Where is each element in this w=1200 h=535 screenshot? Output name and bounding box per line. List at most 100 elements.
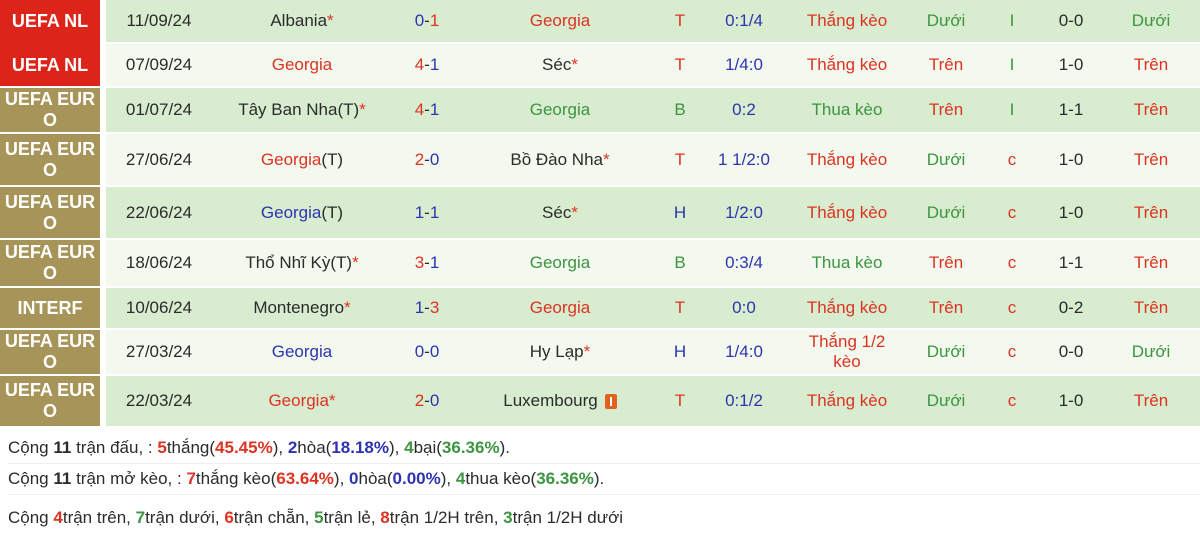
league-cell: UEFA EURO: [0, 376, 100, 428]
match-row: UEFA NL 11/09/24 Albania * 0-1 Georgia T 0:1/4 T…: [0, 0, 1200, 44]
match-table: UEFA NL 11/09/24 Albania * 0-1 Georgia T 0:1/4 T…: [0, 0, 1200, 428]
ou2-result-cell: Trên: [1102, 88, 1200, 134]
home-team-cell: Georgia (T): [212, 187, 392, 240]
flag-cell: c: [984, 187, 1040, 240]
h2h-score-cell: 1-0: [1040, 44, 1102, 88]
match-row: UEFA NL 07/09/24 Georgia 4-1 Séc * T 1/4:0 Thắng…: [0, 44, 1200, 88]
bet-result-cell: Thua kèo: [786, 240, 908, 288]
handicap-side-cell: B: [658, 240, 702, 288]
h2h-score-cell: 1-0: [1040, 376, 1102, 428]
ou2-result-cell: Trên: [1102, 44, 1200, 88]
handicap-side-cell: T: [658, 0, 702, 44]
ou-result-cell: Dưới: [908, 330, 984, 376]
summary-line-2: Cộng 11 trận mở kèo, : 7 thắng kèo(63.64%…: [8, 464, 1200, 495]
score-cell: 4-1: [392, 88, 462, 134]
ou2-result-cell: Trên: [1102, 134, 1200, 187]
bet-result-cell: Thắng kèo: [786, 187, 908, 240]
handicap-side-cell: B: [658, 88, 702, 134]
ou-result-cell: Trên: [908, 88, 984, 134]
league-cell: INTERF: [0, 288, 100, 330]
away-team-cell: Hy Lạp *: [462, 330, 658, 376]
score-cell: 2-0: [392, 134, 462, 187]
bet-result-cell: Thắng kèo: [786, 44, 908, 88]
handicap-side-cell: T: [658, 288, 702, 330]
summary-line-3: Cộng 4 trận trên, 7 trận dưới, 6 trận chẵn,…: [8, 508, 624, 527]
date-cell: 01/07/24: [106, 88, 212, 134]
home-team-cell: Georgia *: [212, 376, 392, 428]
bet-result-cell: Thua kèo: [786, 88, 908, 134]
flag-cell: I: [984, 44, 1040, 88]
home-team-cell: Georgia: [212, 44, 392, 88]
ou-result-cell: Dưới: [908, 187, 984, 240]
home-team-cell: Georgia (T): [212, 134, 392, 187]
league-cell: UEFA NL: [0, 0, 100, 44]
home-team-cell: Albania *: [212, 0, 392, 44]
flag-cell: I: [984, 0, 1040, 44]
league-cell: UEFA EURO: [0, 330, 100, 376]
ou-result-cell: Trên: [908, 44, 984, 88]
score-cell: 2-0: [392, 376, 462, 428]
odds-cell: 0:3/4: [702, 240, 786, 288]
h2h-score-cell: 0-2: [1040, 288, 1102, 330]
league-cell: UEFA NL: [0, 44, 100, 88]
match-row: UEFA EURO 27/06/24 Georgia (T) 2-0 Bồ Đào Nha…: [0, 134, 1200, 187]
odds-cell: 1/4:0: [702, 44, 786, 88]
ou-result-cell: Dưới: [908, 134, 984, 187]
ou2-result-cell: Trên: [1102, 187, 1200, 240]
away-team-cell: Georgia: [462, 88, 658, 134]
ou-result-cell: Trên: [908, 240, 984, 288]
handicap-side-cell: T: [658, 44, 702, 88]
home-team-cell: Thổ Nhĩ Kỳ(T) *: [212, 240, 392, 288]
h2h-score-cell: 1-1: [1040, 88, 1102, 134]
ou-result-cell: Trên: [908, 288, 984, 330]
date-cell: 27/06/24: [106, 134, 212, 187]
h2h-score-cell: 0-0: [1040, 0, 1102, 44]
ou2-result-cell: Trên: [1102, 376, 1200, 428]
match-row: UEFA EURO 01/07/24 Tây Ban Nha(T) * 4-1 Georg…: [0, 88, 1200, 134]
h2h-score-cell: 1-0: [1040, 187, 1102, 240]
ou2-result-cell: Dưới: [1102, 330, 1200, 376]
score-cell: 4-1: [392, 44, 462, 88]
match-row: INTERF 10/06/24 Montenegro * 1-3 Georgia T 0:0 T…: [0, 288, 1200, 330]
match-row: UEFA EURO 22/06/24 Georgia (T) 1-1 Séc * H 1/2:0…: [0, 187, 1200, 240]
summary-section: Cộng 11 trận đấu, : 5 thắng(45.45%), 2 hòa…: [0, 428, 1200, 535]
away-team-cell: Séc *: [462, 44, 658, 88]
odds-cell: 0:2: [702, 88, 786, 134]
summary-line-1: Cộng 11 trận đấu, : 5 thắng(45.45%), 2 hòa…: [8, 433, 1200, 464]
score-cell: 1-1: [392, 187, 462, 240]
ou2-result-cell: Trên: [1102, 288, 1200, 330]
home-team-cell: Montenegro *: [212, 288, 392, 330]
date-cell: 22/03/24: [106, 376, 212, 428]
score-cell: 0-1: [392, 0, 462, 44]
odds-cell: 1/4:0: [702, 330, 786, 376]
away-team-cell: Georgia: [462, 288, 658, 330]
odds-cell: 1/2:0: [702, 187, 786, 240]
date-cell: 18/06/24: [106, 240, 212, 288]
away-team-cell: Georgia: [462, 240, 658, 288]
bet-result-cell: Thắng kèo: [786, 134, 908, 187]
odds-cell: 0:1/4: [702, 0, 786, 44]
league-cell: UEFA EURO: [0, 240, 100, 288]
h2h-score-cell: 1-1: [1040, 240, 1102, 288]
away-team-cell: Bồ Đào Nha *: [462, 134, 658, 187]
ou-result-cell: Dưới: [908, 0, 984, 44]
handicap-side-cell: T: [658, 134, 702, 187]
bet-result-cell: Thắng kèo: [786, 288, 908, 330]
ou2-result-cell: Trên: [1102, 240, 1200, 288]
flag-cell: I: [984, 88, 1040, 134]
league-cell: UEFA EURO: [0, 88, 100, 134]
away-team-cell: Georgia: [462, 0, 658, 44]
date-cell: 10/06/24: [106, 288, 212, 330]
bet-result-cell: Thắng kèo: [786, 0, 908, 44]
flag-cell: c: [984, 240, 1040, 288]
odds-cell: 0:1/2: [702, 376, 786, 428]
flag-cell: c: [984, 330, 1040, 376]
away-team-cell: Séc *: [462, 187, 658, 240]
h2h-score-cell: 0-0: [1040, 330, 1102, 376]
flag-cell: c: [984, 376, 1040, 428]
odds-cell: 0:0: [702, 288, 786, 330]
red-card-icon: [604, 393, 617, 409]
away-team-cell: Luxembourg: [462, 376, 658, 428]
league-cell: UEFA EURO: [0, 187, 100, 240]
